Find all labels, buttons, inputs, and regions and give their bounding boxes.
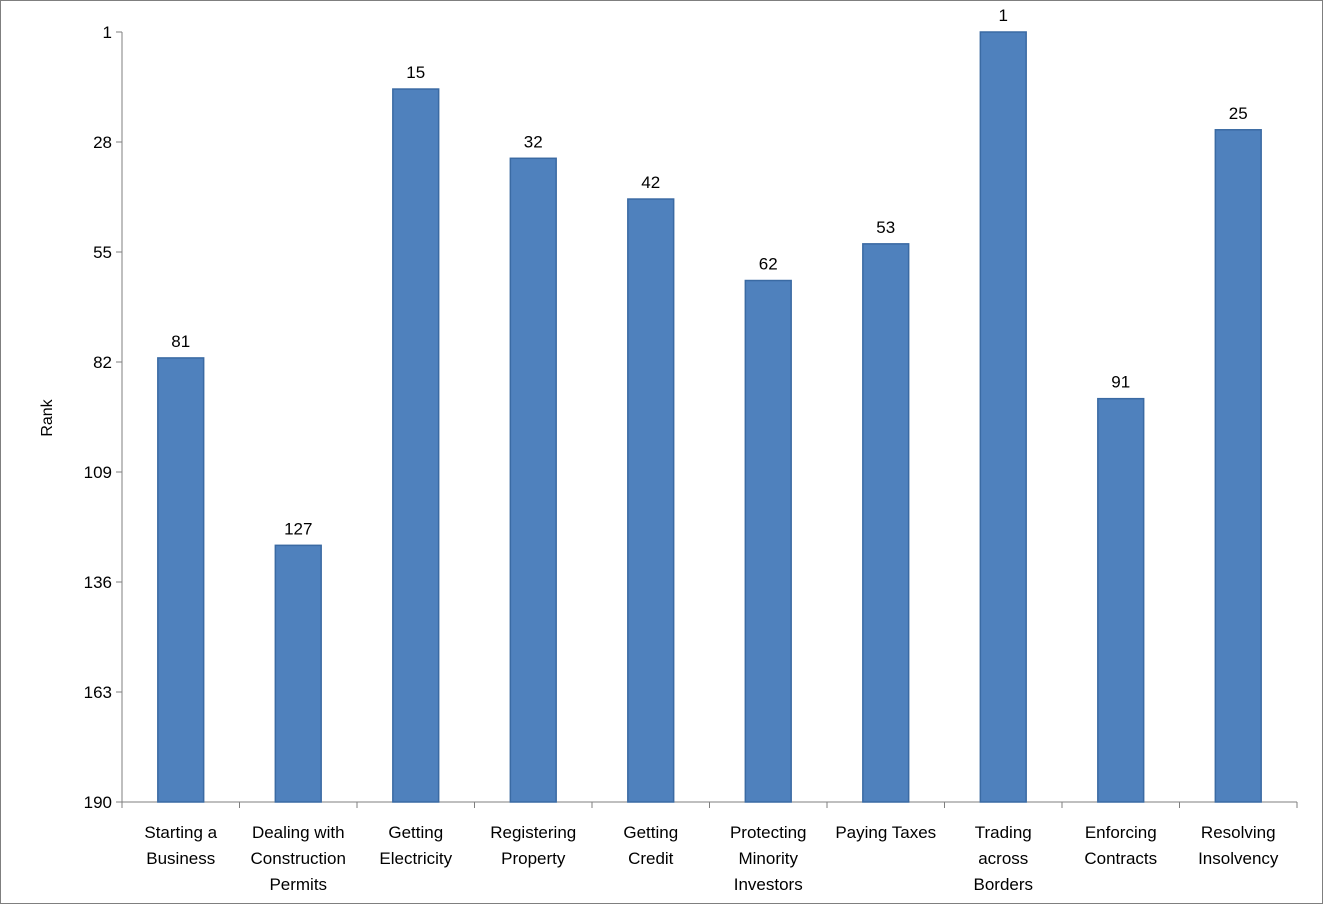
category-label: Getting Electricity [379, 823, 452, 868]
category-label: Resolving Insolvency [1198, 823, 1279, 868]
data-label: 81 [171, 332, 190, 351]
bar [509, 157, 557, 803]
category-label-line: Resolving [1201, 823, 1276, 842]
category-label-line: Business [146, 849, 215, 868]
category-label-line: Electricity [379, 849, 452, 868]
bar [1214, 129, 1262, 803]
category-label-line: Property [501, 849, 566, 868]
category-label-line: Trading [975, 823, 1032, 842]
data-label: 53 [876, 218, 895, 237]
y-tick-label: 109 [84, 463, 112, 482]
y-tick-label: 190 [84, 793, 112, 812]
category-label-line: Getting [388, 823, 443, 842]
y-axis: 1 28 55 82 109 136 163 190 [84, 23, 123, 812]
category-label: Registering Property [490, 823, 576, 868]
category-label-line: Minority [738, 849, 798, 868]
data-label: 15 [406, 63, 425, 82]
y-tick-label: 55 [93, 243, 112, 262]
category-label-line: Protecting [730, 823, 807, 842]
category-label-line: Paying Taxes [835, 823, 936, 842]
bar [744, 279, 792, 803]
data-label: 1 [999, 6, 1008, 25]
data-label: 127 [284, 519, 312, 538]
category-label-line: Permits [269, 875, 327, 894]
y-tick-label: 136 [84, 573, 112, 592]
bars [157, 31, 1262, 803]
x-axis [121, 801, 1298, 808]
bar [1097, 397, 1145, 803]
category-label: Getting Credit [623, 823, 678, 868]
category-label: Dealing with Construction Permits [251, 823, 346, 894]
y-tick-label: 82 [93, 353, 112, 372]
category-label-line: Insolvency [1198, 849, 1279, 868]
category-label: Paying Taxes [835, 823, 936, 842]
category-labels: Starting a Business Dealing with Constructi… [144, 823, 1279, 894]
bar [157, 357, 205, 803]
category-label: Enforcing Contracts [1084, 823, 1157, 868]
category-label-line: Starting a [144, 823, 217, 842]
data-label: 42 [641, 173, 660, 192]
category-label-line: Contracts [1084, 849, 1157, 868]
bar [392, 88, 440, 803]
data-label: 91 [1111, 373, 1130, 392]
category-label-line: Credit [628, 849, 674, 868]
y-tick-label: 163 [84, 683, 112, 702]
category-label-line: Enforcing [1085, 823, 1157, 842]
category-label-line: Investors [734, 875, 803, 894]
y-axis-title: Rank [39, 398, 56, 436]
category-label: Starting a Business [144, 823, 217, 868]
data-label: 62 [759, 255, 778, 274]
bar [627, 198, 675, 803]
y-tick-label: 1 [103, 23, 112, 42]
bar [274, 544, 322, 803]
category-label-line: Construction [251, 849, 346, 868]
category-label-line: Registering [490, 823, 576, 842]
category-label: Trading across Borders [973, 823, 1033, 894]
category-label-line: Getting [623, 823, 678, 842]
data-labels: 81 127 15 32 42 62 53 1 91 25 [171, 6, 1247, 538]
bar [979, 31, 1027, 803]
bar [862, 243, 910, 803]
category-label-line: across [978, 849, 1028, 868]
data-label: 25 [1229, 104, 1248, 123]
data-label: 32 [524, 132, 543, 151]
y-tick-label: 28 [93, 133, 112, 152]
category-label-line: Borders [973, 875, 1033, 894]
category-label-line: Dealing with [252, 823, 345, 842]
category-label: Protecting Minority Investors [730, 823, 807, 894]
